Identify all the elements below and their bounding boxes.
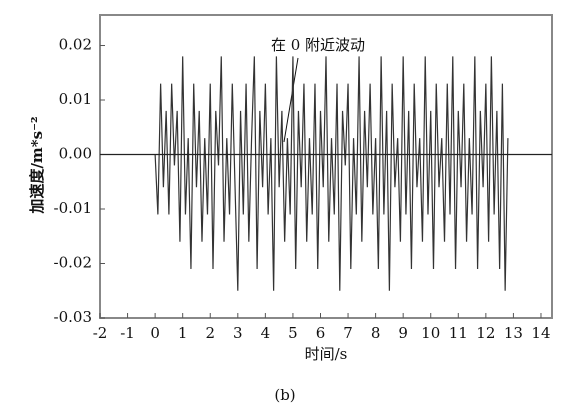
x-tick-label: 4 — [261, 324, 271, 342]
annotation-arrow — [283, 57, 299, 143]
x-tick-label: 3 — [233, 324, 243, 342]
x-tick-label: 13 — [504, 324, 523, 342]
x-tick-label: 7 — [343, 324, 353, 342]
y-tick-label: -0.02 — [54, 254, 92, 272]
x-tick-label: 12 — [476, 324, 495, 342]
x-tick-label: -1 — [120, 324, 135, 342]
x-tick-label: 0 — [150, 324, 160, 342]
x-tick-label: 6 — [316, 324, 326, 342]
x-tick-label: 8 — [371, 324, 381, 342]
x-tick-label: -2 — [93, 324, 108, 342]
y-tick-label: -0.01 — [54, 199, 92, 217]
x-tick-label: 11 — [449, 324, 468, 342]
x-tick-label: 1 — [178, 324, 188, 342]
annotation: 在 0 附近波动 — [271, 36, 365, 54]
x-tick-label: 2 — [205, 324, 215, 342]
x-tick-label: 9 — [398, 324, 408, 342]
y-tick-label: 0.02 — [59, 36, 92, 54]
y-axis-label: 加速度/m*s⁻² — [28, 116, 46, 214]
caption: (b) — [274, 386, 295, 404]
x-tick-label: 5 — [288, 324, 298, 342]
y-tick-label: 0.00 — [59, 145, 92, 163]
signal-line — [154, 56, 509, 291]
plot-frame — [99, 14, 553, 319]
y-tick-label: -0.03 — [54, 308, 92, 326]
x-tick-label: 10 — [421, 324, 440, 342]
x-axis-label: 时间/s — [305, 345, 348, 363]
x-tick-label: 14 — [531, 324, 550, 342]
y-tick-label: 0.01 — [59, 90, 92, 108]
